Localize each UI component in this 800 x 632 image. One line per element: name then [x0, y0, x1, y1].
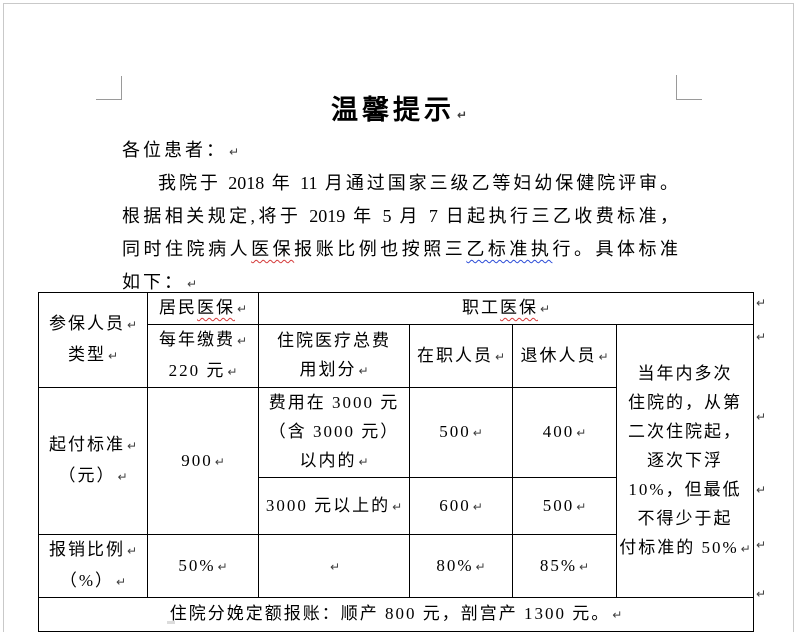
paragraph-mark-icon: ↵: [236, 302, 248, 316]
paragraph-mark-icon: ↵: [236, 334, 248, 348]
paragraph-mark-icon: ↵: [576, 426, 587, 440]
cell-fee-division: 住院医疗总费 用划分 ↵: [258, 324, 410, 388]
paragraph-mark-icon: ↵: [329, 559, 341, 574]
cell-retired-staff: 退休人员 ↵: [512, 324, 617, 388]
paragraph-mark-icon: ↵: [456, 108, 468, 122]
paragraph-mark-icon: ↵: [116, 575, 127, 589]
paragraph-mark-icon: ↵: [126, 544, 138, 558]
paragraph-mark-icon: ↵: [227, 365, 238, 379]
paragraph-mark-icon: ↵: [475, 559, 486, 574]
cell-person-type: 参保人员 ↵ 类型 ↵: [38, 292, 148, 388]
greeting-line: 各位患者： ↵: [122, 137, 678, 163]
paragraph-mark-icon: ↵: [392, 499, 403, 514]
table-row-end-mark-icon: ↵: [756, 296, 767, 310]
page-edge-left: [3, 3, 4, 632]
paragraph-mark-icon: ↵: [217, 559, 228, 574]
cell-within-retired-value: 400 ↵: [512, 387, 617, 478]
paragraph-mark-icon: ↵: [117, 470, 128, 484]
paragraph-mark-icon: ↵: [579, 559, 590, 574]
cell-deductible-label: 起付标准 ↵ （元） ↵: [38, 387, 148, 535]
page-edge-right: [793, 3, 794, 632]
cell-active-staff: 在职人员 ↵: [409, 324, 513, 388]
paragraph-text: 根据相关规定,将于 2019 年 5 月 7 日起执行三乙收费标准，: [122, 206, 678, 226]
table-row-end-mark-icon: ↵: [756, 538, 767, 552]
paragraph-mark-icon: ↵: [358, 364, 369, 378]
paragraph-mark-icon: ↵: [107, 349, 119, 363]
cell-delivery-note: 住院分娩定额报账：顺产 800 元，剖宫产 1300 元。 ↵: [38, 597, 754, 632]
cell-multiple-admission-note: 当年内多次 住院的，从第 二次住院起， 逐次下浮 10%，但最低 不得少于起 付…: [616, 324, 754, 598]
paragraph-text: 如下：: [122, 272, 185, 292]
table-row-end-mark-icon: ↵: [756, 587, 767, 601]
paragraph-mark-icon: ↵: [598, 349, 609, 364]
cell-ratio-label: 报销比例 ↵ （%） ↵: [38, 534, 148, 598]
table-row-end-mark-icon: ↵: [756, 483, 767, 497]
paragraph-text: 同时住院病人: [122, 239, 252, 259]
paragraph-mark-icon: ↵: [612, 608, 623, 622]
spellcheck-underline-red: 医保: [196, 298, 235, 317]
cell-employee-insurance: 职工医保 ↵: [258, 292, 754, 325]
title-text: 温馨提示: [330, 95, 455, 125]
paragraph-line-2: 根据相关规定,将于 2019 年 5 月 7 日起执行三乙收费标准，: [122, 203, 678, 229]
paragraph-mark-icon: ↵: [472, 499, 483, 514]
cell-above-active-value: 600 ↵: [409, 477, 513, 535]
greeting-text: 各位患者：: [122, 140, 227, 160]
document-title: 温馨提示 ↵: [121, 92, 677, 128]
paragraph-mark-icon: ↵: [214, 454, 225, 469]
table-row-end-mark-icon: ↵: [756, 330, 767, 344]
text-boundary-mark-top-left: [96, 76, 122, 100]
cell-ratio-empty: ↵: [258, 534, 410, 598]
grammarcheck-underline-blue: 乙标准执: [466, 239, 553, 259]
cell-annual-fee: 每年缴费 ↵ 220 元 ↵: [147, 324, 259, 388]
paragraph-text: 行。具体标准: [552, 239, 679, 259]
paragraph-mark-icon: ↵: [187, 277, 198, 291]
page-edge-top: [3, 3, 794, 4]
cell-fee-above-3000: 3000 元以上的 ↵: [258, 477, 410, 535]
cell-resident-insurance: 居民医保 ↵: [147, 292, 259, 325]
cell-within-active-value: 500 ↵: [409, 387, 513, 478]
paragraph-line-3: 同时住院病人医保报账比例也按照三乙标准执行。具体标准: [122, 236, 678, 262]
insurance-standards-table: 参保人员 ↵ 类型 ↵ 居民医保 ↵ 职工医保 ↵ 每年缴费 ↵ 220 元 ↵ 住院医疗总…: [38, 292, 754, 632]
paragraph-line-1: 我院于 2018 年 11 月通过国家三级乙等妇幼保健院评审。: [122, 170, 678, 196]
paragraph-text: 我院于 2018 年 11 月通过国家三级乙等妇幼保健院评审。: [158, 173, 678, 193]
cell-ratio-resident: 50% ↵: [147, 534, 259, 598]
paragraph-line-4: 如下： ↵: [122, 269, 678, 295]
paragraph-mark-icon: ↵: [358, 455, 369, 469]
next-line-clipped-fragment: [167, 621, 175, 624]
text-boundary-mark-top-right: [676, 75, 702, 100]
cell-ratio-retired: 85% ↵: [512, 534, 617, 598]
paragraph-mark-icon: ↵: [472, 426, 483, 440]
spellcheck-underline-red: 医保: [499, 298, 538, 317]
cell-fee-within-3000: 费用在 3000 元 （含 3000 元） 以内的 ↵: [258, 387, 410, 478]
paragraph-mark-icon: ↵: [126, 318, 138, 332]
cell-deductible-resident: 900 ↵: [147, 387, 259, 535]
paragraph-text: 报账比例也按照三: [294, 239, 467, 259]
table-row-end-mark-icon: ↵: [756, 410, 767, 424]
paragraph-mark-icon: ↵: [576, 499, 587, 514]
spellcheck-underline-red: 医保: [251, 239, 295, 259]
paragraph-mark-icon: ↵: [494, 349, 506, 364]
paragraph-mark-icon: ↵: [539, 302, 551, 316]
paragraph-mark-icon: ↵: [229, 145, 240, 159]
paragraph-mark-icon: ↵: [126, 439, 138, 453]
cell-ratio-active: 80% ↵: [409, 534, 513, 598]
paragraph-mark-icon: ↵: [740, 541, 751, 556]
cell-above-retired-value: 500 ↵: [512, 477, 617, 535]
